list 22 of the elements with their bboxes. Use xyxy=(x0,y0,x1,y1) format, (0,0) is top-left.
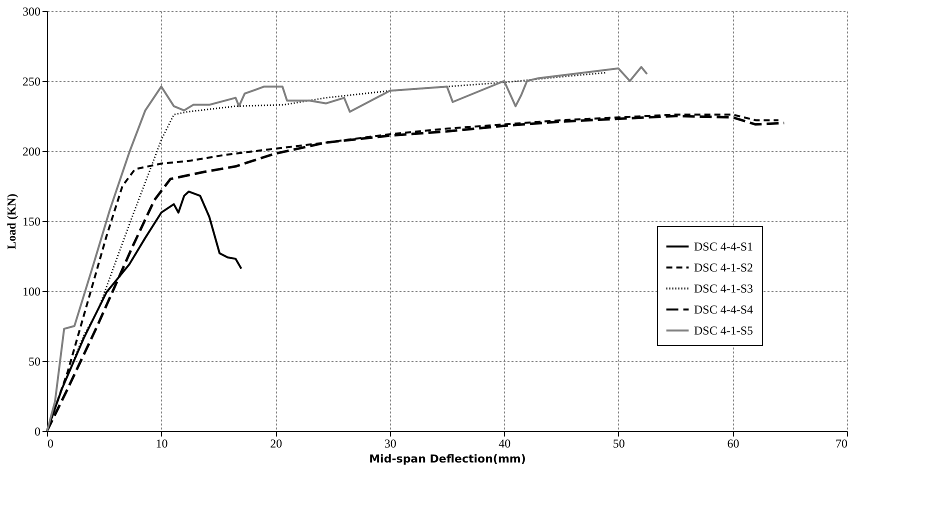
y-tick-label: 300 xyxy=(22,4,40,18)
x-tick-label: 20 xyxy=(270,436,282,450)
x-tick-label: 10 xyxy=(156,436,168,450)
x-tick-label: 50 xyxy=(612,436,625,450)
y-tick-label: 100 xyxy=(22,284,40,298)
x-tick-label: 40 xyxy=(498,436,511,450)
y-tick-label: 150 xyxy=(22,214,40,228)
legend-label: DSC 4-4-S4 xyxy=(694,302,754,316)
y-tick-label: 200 xyxy=(22,144,40,158)
x-tick-label: 0 xyxy=(48,436,54,450)
legend-label: DSC 4-4-S1 xyxy=(694,240,754,254)
x-axis-title: Mid-span Deflection(mm) xyxy=(369,452,526,466)
legend-label: DSC 4-1-S2 xyxy=(694,260,754,274)
x-tick-label: 70 xyxy=(836,436,848,450)
legend-label: DSC 4-1-S5 xyxy=(694,324,754,338)
y-tick-label: 250 xyxy=(22,74,40,88)
legend-label: DSC 4-1-S3 xyxy=(694,282,754,296)
x-tick-label: 60 xyxy=(727,436,740,450)
y-tick-label: 0 xyxy=(34,424,40,438)
y-axis-title: Load (KN) xyxy=(4,194,18,250)
x-tick-label: 30 xyxy=(384,436,396,450)
y-tick-label: 50 xyxy=(28,354,40,368)
